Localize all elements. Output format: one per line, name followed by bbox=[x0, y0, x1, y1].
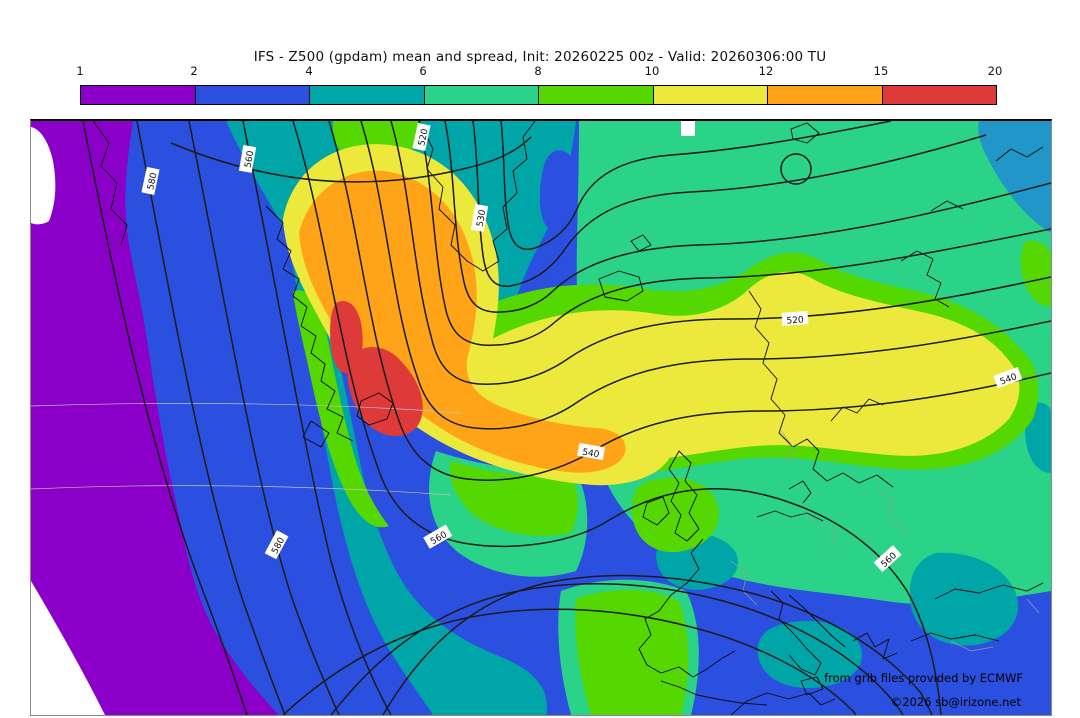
spread-shading-layer bbox=[31, 121, 1051, 715]
colorbar-tick: 8 bbox=[534, 64, 542, 78]
colorbar-segment bbox=[881, 86, 996, 104]
contour-label: 520 bbox=[781, 311, 809, 327]
svg-text:560: 560 bbox=[244, 150, 257, 169]
contour-label: 560 bbox=[238, 144, 257, 173]
page-title: IFS - Z500 (gpdam) mean and spread, Init… bbox=[253, 49, 827, 65]
contour-layer bbox=[82, 121, 1051, 715]
contour-label: 580 bbox=[141, 166, 160, 195]
colorbar-segment bbox=[81, 86, 195, 104]
credits: from grib files provided by ECMWF ©2026 … bbox=[824, 671, 1023, 709]
colorbar-segment bbox=[309, 86, 424, 104]
blank-contour-label bbox=[681, 121, 695, 136]
country-border-layer bbox=[730, 430, 1040, 652]
colorbar-segment bbox=[194, 86, 309, 104]
svg-text:580: 580 bbox=[146, 172, 159, 191]
svg-text:520: 520 bbox=[417, 128, 430, 147]
credit-line-2: ©2026 sb@irizone.net bbox=[891, 695, 1022, 709]
colorbar-segment bbox=[538, 86, 653, 104]
colorbar-strip bbox=[80, 85, 997, 105]
contour-label: 520 bbox=[412, 122, 431, 151]
map-canvas: 580 560 520 530 520 540 560 580 560 540 … bbox=[30, 119, 1052, 716]
colorbar-tick: 15 bbox=[873, 64, 889, 78]
colorbar-segment bbox=[423, 86, 538, 104]
colorbar-tick: 6 bbox=[419, 64, 427, 78]
credit-line-1: from grib files provided by ECMWF bbox=[824, 671, 1023, 685]
svg-text:530: 530 bbox=[476, 209, 489, 228]
svg-text:540: 540 bbox=[581, 448, 600, 461]
colorbar-tick: 10 bbox=[644, 64, 660, 78]
colorbar-tick: 4 bbox=[305, 64, 313, 78]
svg-text:520: 520 bbox=[786, 315, 804, 326]
colorbar: 1 2 4 6 8 10 12 15 20 bbox=[0, 0, 1080, 112]
graticule-layer bbox=[31, 403, 462, 496]
colorbar-tick: 20 bbox=[987, 64, 1003, 78]
colorbar-segment bbox=[652, 86, 767, 104]
colorbar-segment bbox=[767, 86, 882, 104]
colorbar-tick: 1 bbox=[76, 64, 84, 78]
contour-label: 530 bbox=[470, 203, 489, 232]
contour-label: 540 bbox=[577, 442, 606, 461]
colorbar-tick: 2 bbox=[190, 64, 198, 78]
colorbar-tick: 12 bbox=[758, 64, 774, 78]
